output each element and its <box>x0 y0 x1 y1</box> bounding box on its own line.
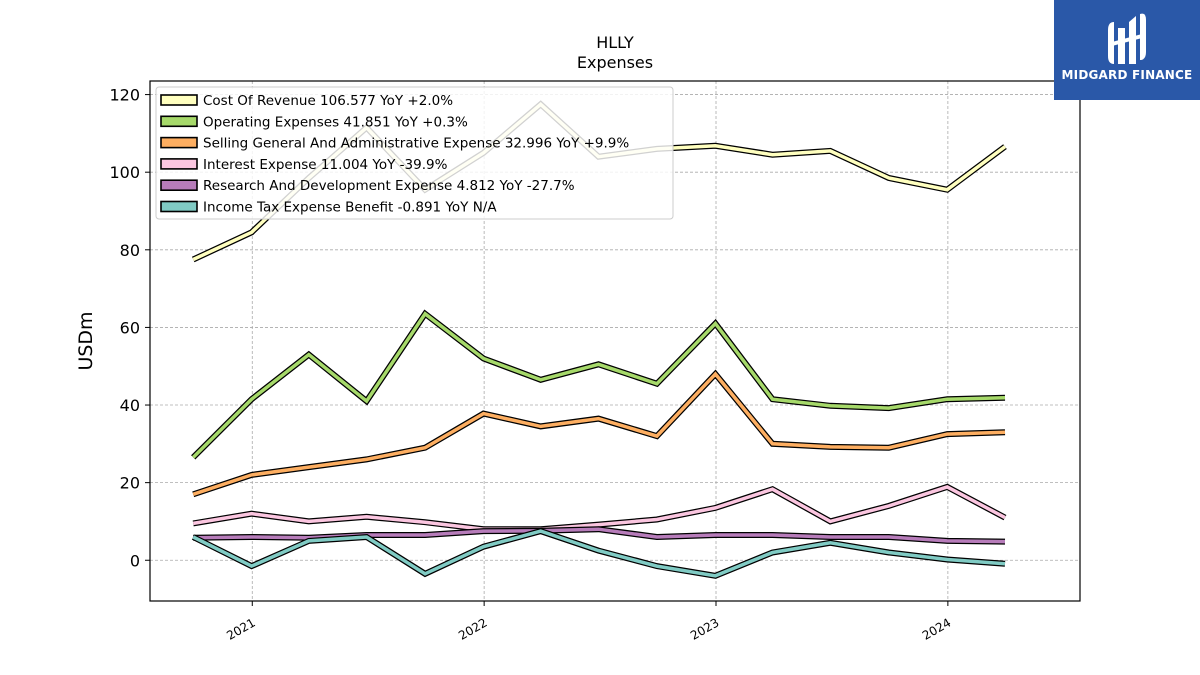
legend-swatch <box>160 200 198 213</box>
y-tick-label: 100 <box>109 163 140 182</box>
y-tick-label: 0 <box>130 551 140 570</box>
legend-swatch <box>160 179 198 191</box>
legend-swatch <box>160 94 198 106</box>
series-line-income-tax-expense-benefit <box>192 529 1006 578</box>
series-line-operating-expenses <box>191 311 1006 459</box>
x-tick-label: 2021 <box>224 615 257 642</box>
series-selling-general-and-administrative-expense <box>192 369 1006 498</box>
brand-name: MIDGARD FINANCE <box>1061 68 1193 82</box>
y-tick-label: 80 <box>120 241 140 260</box>
y-tick-label: 120 <box>109 86 140 105</box>
y-tick-label: 60 <box>120 318 140 337</box>
x-tick-label: 2024 <box>920 615 953 642</box>
x-tick-label: 2023 <box>688 615 721 642</box>
x-tick-label: 2022 <box>456 615 489 642</box>
legend-label: Research And Development Expense 4.812 Y… <box>203 178 575 194</box>
series-line-selling-general-and-administrative-expense <box>192 371 1006 496</box>
series-income-tax-expense-benefit <box>191 527 1006 579</box>
legend-label: Selling General And Administrative Expen… <box>203 136 629 152</box>
series-outline-operating-expenses <box>191 309 1006 460</box>
legend-swatch <box>160 115 198 128</box>
y-tick-label: 20 <box>120 474 140 493</box>
legend-label: Operating Expenses 41.851 YoY +0.3% <box>203 114 468 130</box>
legend-label: Income Tax Expense Benefit -0.891 YoY N/… <box>203 200 497 216</box>
plot-frame <box>149 80 1081 602</box>
series-operating-expenses <box>191 309 1006 460</box>
chart-title: HLLY <box>596 33 634 52</box>
y-axis-label: USDm <box>75 311 97 370</box>
legend-swatch <box>160 158 198 170</box>
legend-label: Interest Expense 11.004 YoY -39.9% <box>203 157 448 173</box>
series-line-interest-expense <box>192 485 1006 531</box>
y-tick-label: 40 <box>120 396 140 415</box>
legend-swatch <box>160 136 198 149</box>
legend-box <box>155 86 674 220</box>
chart-subtitle: Expenses <box>577 53 653 72</box>
series-outline-selling-general-and-administrative-expense <box>192 369 1006 498</box>
series-interest-expense <box>192 483 1007 533</box>
midgard-logo-icon <box>1108 13 1146 64</box>
brand-logo: MIDGARD FINANCE <box>1054 0 1200 100</box>
legend-label: Cost Of Revenue 106.577 YoY +2.0% <box>203 93 453 109</box>
